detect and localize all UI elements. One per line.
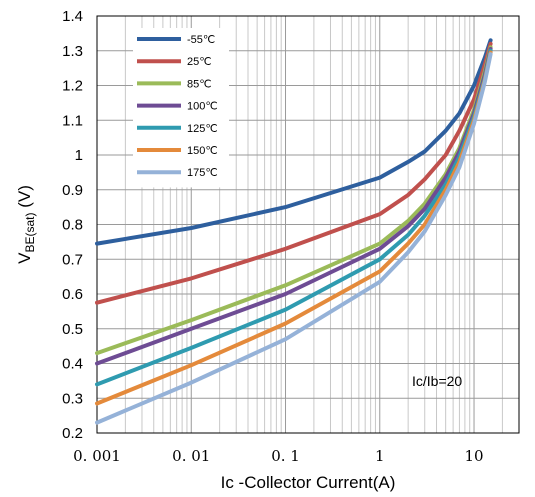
ratio-annotation: Ic/Ib=20	[412, 373, 462, 389]
legend-background	[133, 28, 229, 188]
y-tick-label: 0.5	[62, 321, 83, 338]
legend-label: 25℃	[187, 56, 212, 68]
y-axis-title: VBE(sat) (V)	[15, 185, 37, 264]
y-tick-label: 0.8	[62, 217, 83, 234]
x-tick-label: 10	[464, 447, 483, 465]
y-axis-title-main: V	[15, 252, 34, 264]
legend-label: -55℃	[187, 34, 215, 46]
y-tick-label: 0.4	[62, 356, 83, 373]
x-tick-labels: 0. 001 0. 01 0. 1 1 10	[73, 447, 483, 465]
series-line	[95, 52, 493, 425]
legend-label: 175℃	[187, 167, 218, 179]
legend-label: 125℃	[187, 123, 218, 135]
x-tick-label: 0. 01	[172, 447, 210, 465]
y-tick-label: 1.4	[62, 8, 83, 25]
y-tick-label: 1	[75, 147, 83, 164]
x-tick-label: 0. 001	[73, 447, 121, 465]
series-line	[95, 41, 493, 305]
y-tick-label: 0.2	[62, 425, 83, 442]
y-axis-title-subscript: BE(sat)	[23, 213, 37, 253]
x-tick-label: 1	[375, 447, 385, 465]
legend-label: 100℃	[187, 101, 218, 113]
series-lines	[95, 38, 493, 425]
y-tick-label: 1.2	[62, 78, 83, 95]
y-tick-label: 0.6	[62, 286, 83, 303]
series-line	[95, 38, 493, 246]
x-axis-title: Ic -Collector Current(A)	[221, 473, 396, 492]
y-tick-label: 0.7	[62, 251, 83, 268]
plot-frame	[96, 15, 520, 434]
y-axis-title-unit: (V)	[15, 185, 34, 212]
y-tick-label: 1.1	[62, 112, 83, 129]
y-tick-label: 0.3	[62, 390, 83, 407]
x-tick-label: 0. 1	[271, 447, 300, 465]
legend-label: 85℃	[187, 78, 212, 90]
y-tick-labels: 0.2 0.3 0.4 0.5 0.6 0.7 0.8 0.9 1 1.1 1.2 1.3 1.4	[62, 8, 83, 442]
y-tick-label: 0.9	[62, 182, 83, 199]
y-tick-label: 1.3	[62, 43, 83, 60]
legend: -55℃ 25℃ 85℃ 100℃ 125℃ 150℃ 175℃	[133, 28, 229, 188]
legend-label: 150℃	[187, 145, 218, 157]
